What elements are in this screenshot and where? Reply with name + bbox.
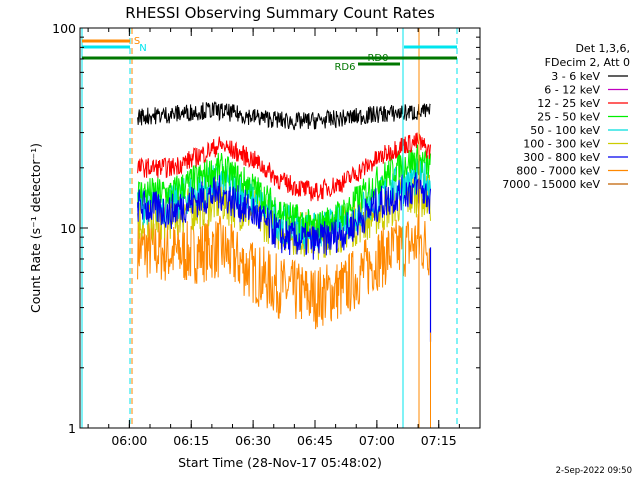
- chart-title: RHESSI Observing Summary Count Rates: [125, 4, 435, 22]
- x-axis-label: Start Time (28-Nov-17 05:48:02): [178, 455, 382, 470]
- legend-label: 25 - 50 keV: [537, 111, 600, 124]
- x-tick-label: 07:00: [359, 433, 395, 448]
- x-tick-label: 06:30: [235, 433, 271, 448]
- series-line: [137, 214, 431, 330]
- legend-label: 800 - 7000 keV: [516, 165, 600, 178]
- x-tick-label: 06:15: [173, 433, 209, 448]
- legend-label: 12 - 25 keV: [537, 97, 600, 110]
- y-axis-label: Count Rate (s⁻¹ detector⁻¹): [28, 143, 43, 313]
- y-tick-label: 1: [68, 421, 76, 436]
- series-line: [137, 101, 431, 131]
- y-tick-label: 10: [60, 221, 76, 236]
- legend-label: 7000 - 15000 keV: [502, 178, 600, 191]
- series-layer: [137, 101, 432, 428]
- legend-label: 100 - 300 keV: [523, 138, 600, 151]
- y-tick-label: 100: [52, 21, 76, 36]
- series-line: [137, 172, 431, 260]
- date-stamp: 2-Sep-2022 09:50: [556, 466, 632, 476]
- legend-label: 6 - 12 keV: [544, 84, 600, 97]
- series-line: [137, 132, 431, 202]
- legend-label: 300 - 800 keV: [523, 151, 600, 164]
- x-tick-label: 07:15: [421, 433, 457, 448]
- flag-label: S: [134, 36, 140, 47]
- legend-header-line1: Det 1,3,6,: [575, 42, 630, 55]
- legend-label: 3 - 6 keV: [551, 70, 600, 83]
- ticks-layer: 06:00 06:15 06:30 06:45 07:00 07:15 1 10 100: [52, 21, 481, 448]
- flag-label: RD0: [367, 53, 388, 64]
- x-tick-label: 06:00: [111, 433, 147, 448]
- legend-label: 50 - 100 keV: [530, 124, 600, 137]
- x-tick-label: 06:45: [297, 433, 333, 448]
- flag-label: N: [139, 43, 146, 54]
- legend-header-line2: FDecim 2, Att 0: [545, 56, 630, 69]
- flag-label: RD6: [334, 62, 355, 73]
